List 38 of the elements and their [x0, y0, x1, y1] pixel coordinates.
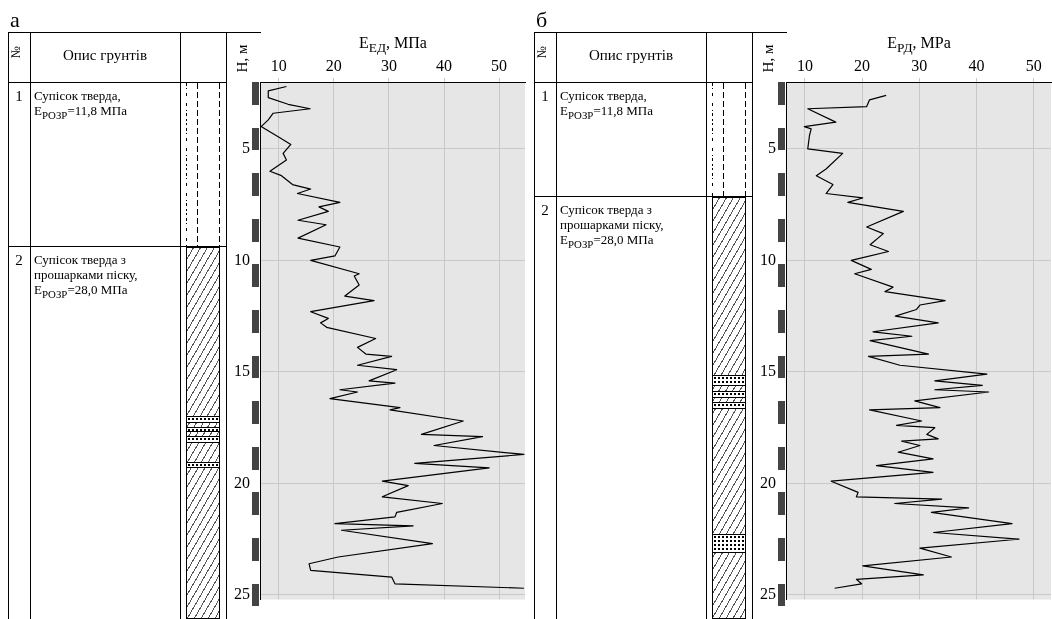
y-tick-label: 15	[760, 362, 776, 380]
x-tick-label: 50	[491, 56, 508, 74]
y-tick-label: 5	[242, 139, 250, 157]
text: Супісок тверда, E$_{РОЗР}$=11,8 МПа	[34, 88, 128, 123]
x-tick-label: 10	[796, 56, 813, 74]
text: б	[536, 7, 548, 32]
x-tick-label: 10	[270, 56, 287, 74]
text: а	[10, 7, 20, 32]
x-tick-label: 40	[436, 56, 453, 74]
text: 2	[14, 252, 24, 270]
x-tick-label: 20	[854, 56, 871, 74]
y-axis-title: Н, м	[234, 44, 252, 72]
text: Супісок тверда з прошарками піску, E$_{РОЗР}$=28,0 МПа	[34, 252, 139, 302]
text: №	[8, 45, 25, 59]
text: Опис грунтів	[61, 47, 149, 64]
y-tick-label: 10	[234, 250, 250, 268]
text: 1	[540, 88, 550, 105]
text: Супісок тверда з прошарками піску, E$_{РОЗР}$=28,0 МПа	[560, 202, 665, 252]
x-tick-label: 30	[911, 56, 928, 74]
text: 2	[540, 202, 550, 219]
text: Опис грунтів	[587, 47, 675, 64]
x-tick-label: 20	[325, 56, 342, 74]
text: 1	[14, 88, 24, 105]
x-axis-title: E$_{РД}$, MPa	[886, 34, 952, 57]
y-tick-label: 20	[234, 473, 250, 491]
x-tick-label: 50	[1025, 56, 1042, 74]
x-tick-label: 30	[380, 56, 397, 74]
y-tick-label: 25	[760, 585, 776, 603]
y-axis-title: Н, м	[760, 44, 778, 72]
y-tick-label: 25	[234, 585, 250, 603]
x-tick-label: 40	[968, 56, 985, 74]
text: №	[534, 45, 551, 59]
text: Супісок тверда, E$_{РОЗР}$=11,8 МПа	[560, 88, 654, 123]
y-tick-label: 15	[234, 362, 250, 380]
y-tick-label: 10	[760, 250, 776, 268]
y-tick-label: 20	[760, 473, 776, 491]
x-axis-title: E$_{ЕД}$, МПа	[358, 34, 428, 57]
y-tick-label: 5	[768, 139, 776, 157]
